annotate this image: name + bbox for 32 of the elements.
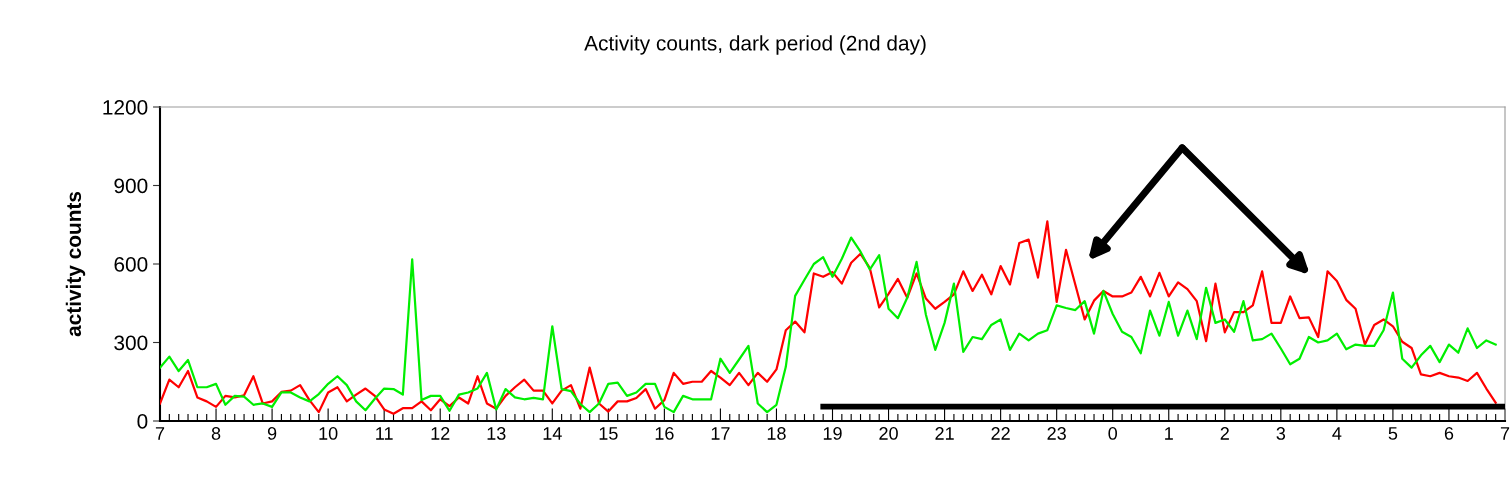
x-tick-label: 11 [376, 427, 393, 440]
x-tick-label: 7 [1500, 427, 1510, 440]
x-tick-label: 15 [599, 427, 618, 440]
y-tick-label: 600 [114, 257, 148, 272]
x-tick-label: 10 [319, 427, 338, 440]
y-tick-label: 0 [137, 414, 148, 429]
x-tick-label: 16 [655, 427, 674, 440]
x-tick-label: 14 [543, 427, 562, 440]
x-tick-label: 18 [767, 427, 786, 440]
x-tick-label: 23 [1047, 427, 1066, 440]
y-tick-label: 1200 [103, 100, 148, 115]
x-tick-label: 20 [879, 427, 898, 440]
x-tick-label: 3 [1276, 427, 1286, 440]
x-tick-label: 19 [823, 427, 842, 440]
x-tick-label: 4 [1332, 427, 1342, 440]
x-tick-label: 17 [711, 427, 730, 440]
y-axis-title: activity counts [65, 191, 86, 337]
x-tick-label: 13 [487, 427, 506, 440]
y-tick-label: 300 [114, 335, 148, 351]
x-tick-label: 5 [1388, 427, 1398, 440]
y-tick-label: 900 [114, 178, 148, 194]
x-tick-label: 12 [431, 427, 450, 440]
x-tick-label: 22 [991, 427, 1010, 440]
x-tick-label: 0 [1108, 427, 1118, 440]
x-tick-label: 1 [1165, 427, 1173, 440]
x-tick-label: 9 [267, 427, 277, 440]
x-tick-label: 6 [1444, 427, 1454, 440]
x-tick-label: 8 [211, 427, 221, 440]
x-tick-label: 2 [1220, 427, 1229, 440]
x-tick-label: 7 [155, 427, 165, 440]
chart-title: Activity counts, dark period (2nd day) [584, 35, 926, 55]
x-tick-label: 21 [935, 427, 954, 440]
